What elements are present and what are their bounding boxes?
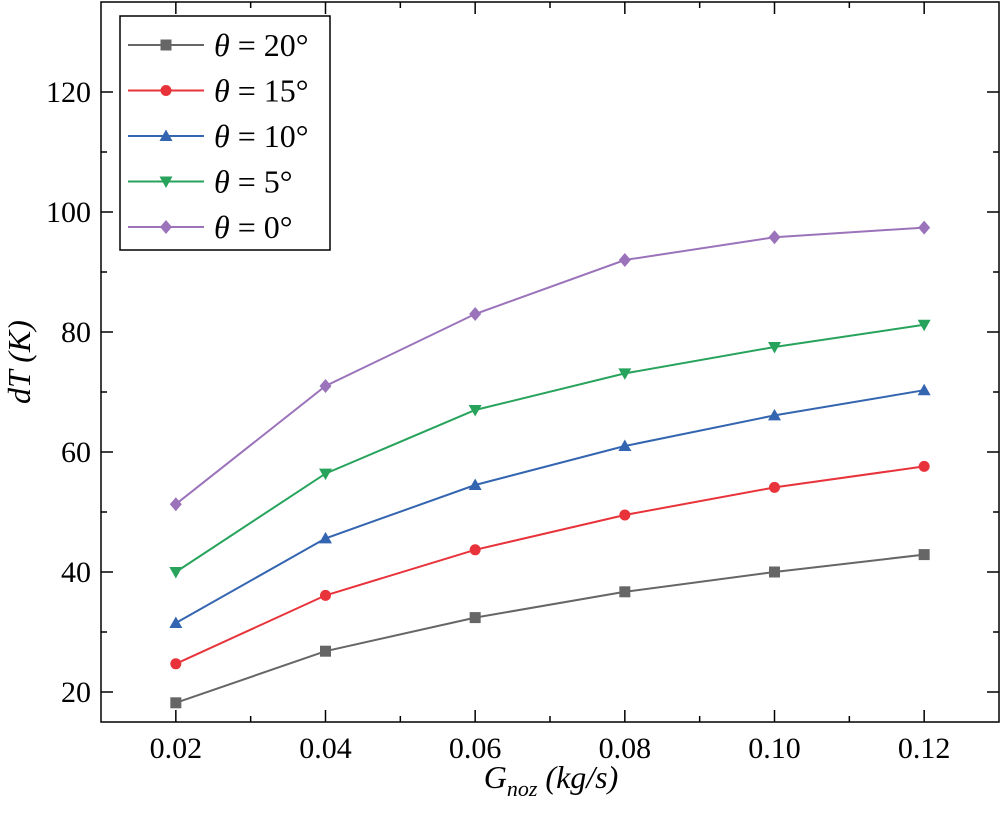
y-tick-label: 20 — [61, 676, 91, 709]
data-point — [469, 544, 481, 556]
legend-marker — [159, 176, 173, 188]
data-point — [169, 497, 182, 512]
legend-label-symbol: θ — [214, 164, 230, 200]
y-axis-title: dT (K) — [1, 320, 37, 404]
series-1 — [170, 460, 930, 670]
y-tick-label: 100 — [46, 196, 91, 229]
data-point — [320, 589, 331, 601]
data-point — [768, 342, 781, 354]
series-4 — [169, 220, 931, 512]
legend-item: θ = 15° — [128, 73, 309, 109]
data-point — [618, 439, 632, 451]
x-axis-title-main: G — [484, 759, 507, 795]
data-point — [917, 319, 931, 332]
series-line — [175, 465, 925, 665]
data-point — [619, 586, 631, 598]
legend-label: θ = 15° — [214, 73, 309, 109]
legend-label-value: = 10° — [230, 118, 309, 154]
legend-label: θ = 5° — [214, 164, 293, 200]
series-0 — [170, 549, 930, 709]
data-point — [469, 307, 482, 321]
legend-label-symbol: θ — [214, 118, 230, 154]
data-point — [319, 468, 332, 481]
data-point — [918, 549, 930, 561]
legend-label-symbol: θ — [214, 73, 230, 109]
data-point — [320, 645, 331, 657]
x-axis-title-units: (kg/s) — [537, 759, 618, 795]
legend-box — [119, 15, 331, 251]
data-point — [769, 566, 780, 578]
x-tick-label: 0.04 — [299, 732, 352, 765]
series-group — [169, 220, 931, 709]
y-tick-label: 120 — [46, 76, 91, 109]
legend: θ = 20°θ = 15°θ = 10°θ = 5°θ = 0° — [119, 15, 331, 251]
legend-marker — [160, 39, 172, 51]
y-tick-label: 40 — [61, 556, 91, 589]
legend-label-value: = 20° — [230, 27, 309, 63]
series-line — [175, 553, 925, 704]
series-line — [175, 226, 925, 505]
data-point — [918, 220, 931, 235]
data-point — [918, 460, 930, 472]
data-point — [618, 368, 632, 380]
data-point — [768, 408, 781, 421]
legend-label: θ = 0° — [214, 209, 293, 245]
x-tick-label: 0.12 — [898, 732, 951, 765]
x-tick-label: 0.10 — [748, 732, 801, 765]
series-3 — [169, 319, 931, 579]
legend-marker — [160, 220, 172, 234]
data-point — [618, 253, 631, 267]
x-tick-label: 0.08 — [599, 732, 652, 765]
data-point — [319, 531, 332, 544]
series-line — [175, 389, 925, 624]
x-tick-label: 0.02 — [150, 732, 203, 765]
data-point — [468, 405, 482, 417]
y-tick-label: 60 — [61, 436, 91, 469]
series-2 — [169, 383, 931, 628]
legend-marker — [159, 129, 173, 141]
data-point — [169, 567, 183, 579]
legend-label-symbol: θ — [214, 209, 230, 245]
data-point — [170, 658, 182, 670]
data-point — [469, 612, 481, 624]
x-axis: 0.02 0.04 0.06 0.08 0.10 0.12 — [150, 2, 951, 765]
legend-marker — [160, 85, 172, 96]
legend-item: θ = 20° — [128, 27, 309, 63]
legend-label: θ = 20° — [214, 27, 309, 63]
data-point — [619, 509, 631, 521]
series-line — [175, 323, 925, 573]
x-axis-title: Gnoz (kg/s) — [484, 759, 619, 801]
data-point — [768, 230, 781, 245]
y-axis: 20 40 60 80 100 120 — [46, 76, 999, 709]
data-point — [769, 481, 780, 493]
legend-item: θ = 0° — [128, 209, 293, 245]
data-point — [170, 697, 182, 709]
data-point — [468, 478, 482, 490]
legend-label-symbol: θ — [214, 27, 230, 63]
legend-label-value: = 0° — [230, 209, 293, 245]
data-point — [319, 379, 332, 393]
legend-label: θ = 10° — [214, 118, 309, 154]
y-tick-label: 80 — [61, 316, 91, 349]
x-tick-label: 0.06 — [449, 732, 502, 765]
data-point — [917, 383, 931, 396]
legend-label-value: = 15° — [230, 73, 309, 109]
legend-item: θ = 5° — [128, 164, 293, 200]
x-axis-title-sub: noz — [507, 776, 538, 801]
data-point — [169, 616, 183, 628]
legend-item: θ = 10° — [128, 118, 309, 154]
legend-label-value: = 5° — [230, 164, 293, 200]
